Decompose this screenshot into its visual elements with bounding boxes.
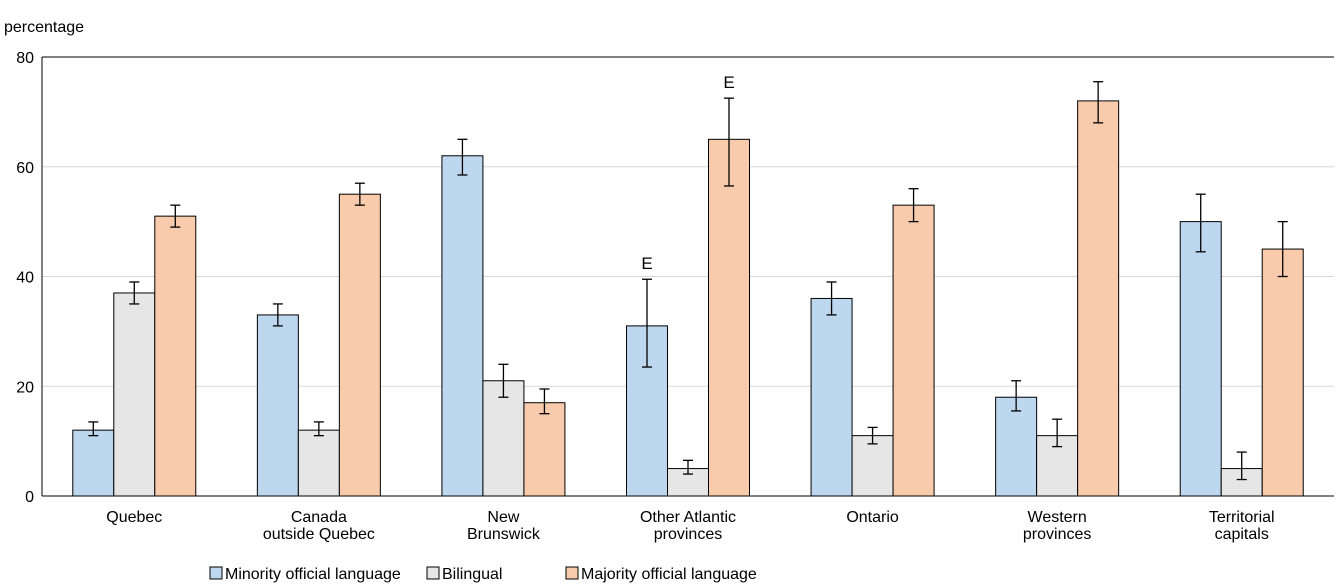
x-category-label-line: Ontario: [846, 509, 899, 526]
quality-flag: E: [723, 73, 734, 92]
gridlines: [42, 57, 1334, 386]
legend-label: Bilingual: [442, 566, 502, 583]
legend: Minority official language Bilingual Major…: [210, 566, 757, 583]
bar: [298, 430, 339, 496]
y-tick-label: 40: [16, 270, 34, 287]
x-category-label-line: Territorial: [1209, 509, 1275, 526]
bar: [257, 315, 298, 496]
bar: [1078, 101, 1119, 496]
x-category-label: New Brunswick: [467, 509, 541, 543]
bar: [852, 436, 893, 496]
x-category-label: Quebec: [106, 509, 162, 526]
legend-swatch: [210, 567, 222, 579]
x-category-label-line: provinces: [1023, 526, 1091, 543]
bar: [1262, 249, 1303, 496]
y-tick-label: 80: [16, 50, 34, 67]
x-category-label-line: Canada: [291, 509, 347, 526]
bar: [339, 194, 380, 496]
x-category-label-line: Other Atlantic: [640, 509, 736, 526]
y-tick-label: 60: [16, 160, 34, 177]
legend-swatch: [566, 567, 578, 579]
x-category-label-line: provinces: [654, 526, 722, 543]
bar: [996, 397, 1037, 496]
x-category-label: Other Atlantic provinces: [640, 509, 736, 543]
x-category-label: Canada outside Quebec: [263, 509, 375, 543]
bar: [73, 430, 114, 496]
quality-flag: E: [641, 254, 652, 273]
bar: [114, 293, 155, 496]
x-category-label-line: New: [487, 509, 519, 526]
legend-label: Majority official language: [581, 566, 757, 583]
bar: [811, 298, 852, 496]
bar: [893, 205, 934, 496]
bar: [1180, 222, 1221, 496]
bars: EE: [73, 73, 1303, 496]
x-category-label: Territorial capitals: [1209, 509, 1275, 543]
x-category-label-line: capitals: [1215, 526, 1269, 543]
y-tick-label: 0: [25, 489, 34, 506]
x-category-label-line: Brunswick: [467, 526, 541, 543]
legend-label: Minority official language: [225, 566, 401, 583]
y-tick-label: 20: [16, 379, 34, 396]
x-category-label: Ontario: [846, 509, 899, 526]
legend-swatch: [427, 567, 439, 579]
bar: [483, 381, 524, 496]
y-axis-title: percentage: [4, 19, 84, 36]
x-category-label-line: Quebec: [106, 509, 162, 526]
x-category-label-line: outside Quebec: [263, 526, 375, 543]
x-category-label-line: Western: [1028, 509, 1087, 526]
bar: [524, 403, 565, 496]
bar: [709, 139, 750, 496]
x-category-label: Western provinces: [1023, 509, 1091, 543]
bar: [442, 156, 483, 496]
bar: [155, 216, 196, 496]
